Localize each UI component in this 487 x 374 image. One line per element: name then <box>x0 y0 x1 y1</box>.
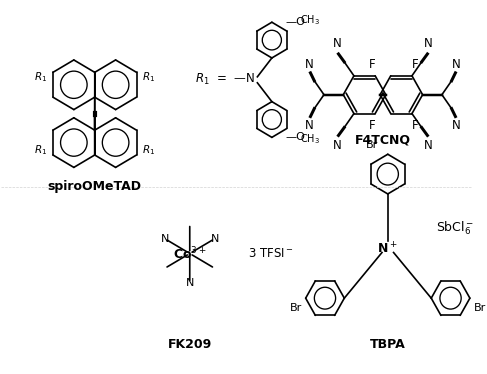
Text: F4TCNQ: F4TCNQ <box>355 134 411 147</box>
Text: $R_1$: $R_1$ <box>142 143 155 157</box>
Text: N$^+$: N$^+$ <box>377 241 398 256</box>
Text: N: N <box>186 278 194 288</box>
Text: N: N <box>161 234 169 243</box>
Text: CH$_3$: CH$_3$ <box>300 13 319 27</box>
Text: F: F <box>412 58 418 71</box>
Text: N: N <box>211 234 219 243</box>
Text: SbCl$_6^-$: SbCl$_6^-$ <box>436 220 474 237</box>
Text: CH$_3$: CH$_3$ <box>300 132 319 146</box>
Text: N: N <box>305 58 314 71</box>
Text: N: N <box>305 119 314 132</box>
Text: Co$^{3+}$: Co$^{3+}$ <box>173 245 206 262</box>
Text: Br: Br <box>474 303 486 313</box>
Text: —O: —O <box>286 17 306 27</box>
Text: N: N <box>424 140 433 153</box>
Text: N: N <box>424 37 433 50</box>
Text: $R_1$: $R_1$ <box>142 70 155 84</box>
Text: TBPA: TBPA <box>370 338 406 351</box>
Text: FK209: FK209 <box>168 338 212 351</box>
Text: 3 TFSI$^-$: 3 TFSI$^-$ <box>248 247 294 260</box>
Text: Br: Br <box>290 303 302 313</box>
Text: $R_1$: $R_1$ <box>34 70 47 84</box>
Text: N: N <box>452 58 461 71</box>
Text: $R_1$: $R_1$ <box>34 143 47 157</box>
Text: N: N <box>333 140 342 153</box>
Text: N: N <box>333 37 342 50</box>
Text: F: F <box>369 119 375 132</box>
Text: N: N <box>452 119 461 132</box>
Text: F: F <box>369 58 375 71</box>
Text: F: F <box>412 119 418 132</box>
Text: $R_1$  =  —N: $R_1$ = —N <box>195 72 255 88</box>
Text: Br: Br <box>366 140 378 150</box>
Text: —O: —O <box>286 132 306 142</box>
Text: spiroOMeTAD: spiroOMeTAD <box>48 180 142 193</box>
